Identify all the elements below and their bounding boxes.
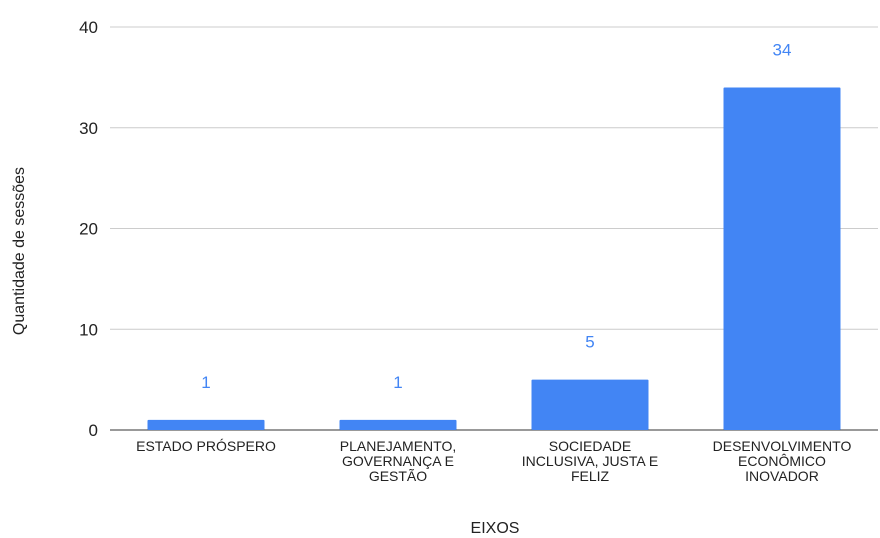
- x-tick-label: DESENVOLVIMENTO ECONÔMICO INOVADOR: [713, 438, 852, 484]
- y-tick-label: 20: [79, 220, 98, 239]
- data-label: 5: [585, 333, 594, 352]
- x-tick-label: PLANEJAMENTO, GOVERNANÇA E GESTÃO: [340, 438, 456, 484]
- y-tick-label: 10: [79, 320, 98, 339]
- bar: [339, 419, 457, 430]
- data-labels: 1 1 5 34: [201, 40, 791, 391]
- bars: [147, 87, 841, 430]
- y-tick-label: 30: [79, 119, 98, 138]
- y-tick-label: 0: [89, 421, 98, 440]
- y-tick-label: 40: [79, 18, 98, 37]
- y-axis-title: Quantidade de sessões: [11, 167, 28, 335]
- x-tick-label: SOCIEDADE INCLUSIVA, JUSTA E FELIZ: [522, 438, 658, 484]
- y-axis-ticks: 0 10 20 30 40: [79, 18, 98, 440]
- data-label: 34: [773, 40, 792, 59]
- x-axis-title: EIXOS: [471, 520, 520, 537]
- bar: [531, 379, 649, 430]
- x-tick-label: ESTADO PRÓSPERO: [136, 438, 276, 454]
- data-label: 1: [201, 373, 210, 392]
- bar: [147, 419, 265, 430]
- x-axis-categories: ESTADO PRÓSPERO PLANEJAMENTO, GOVERNANÇA E…: [136, 438, 851, 484]
- data-label: 1: [393, 373, 402, 392]
- bar: [723, 87, 841, 430]
